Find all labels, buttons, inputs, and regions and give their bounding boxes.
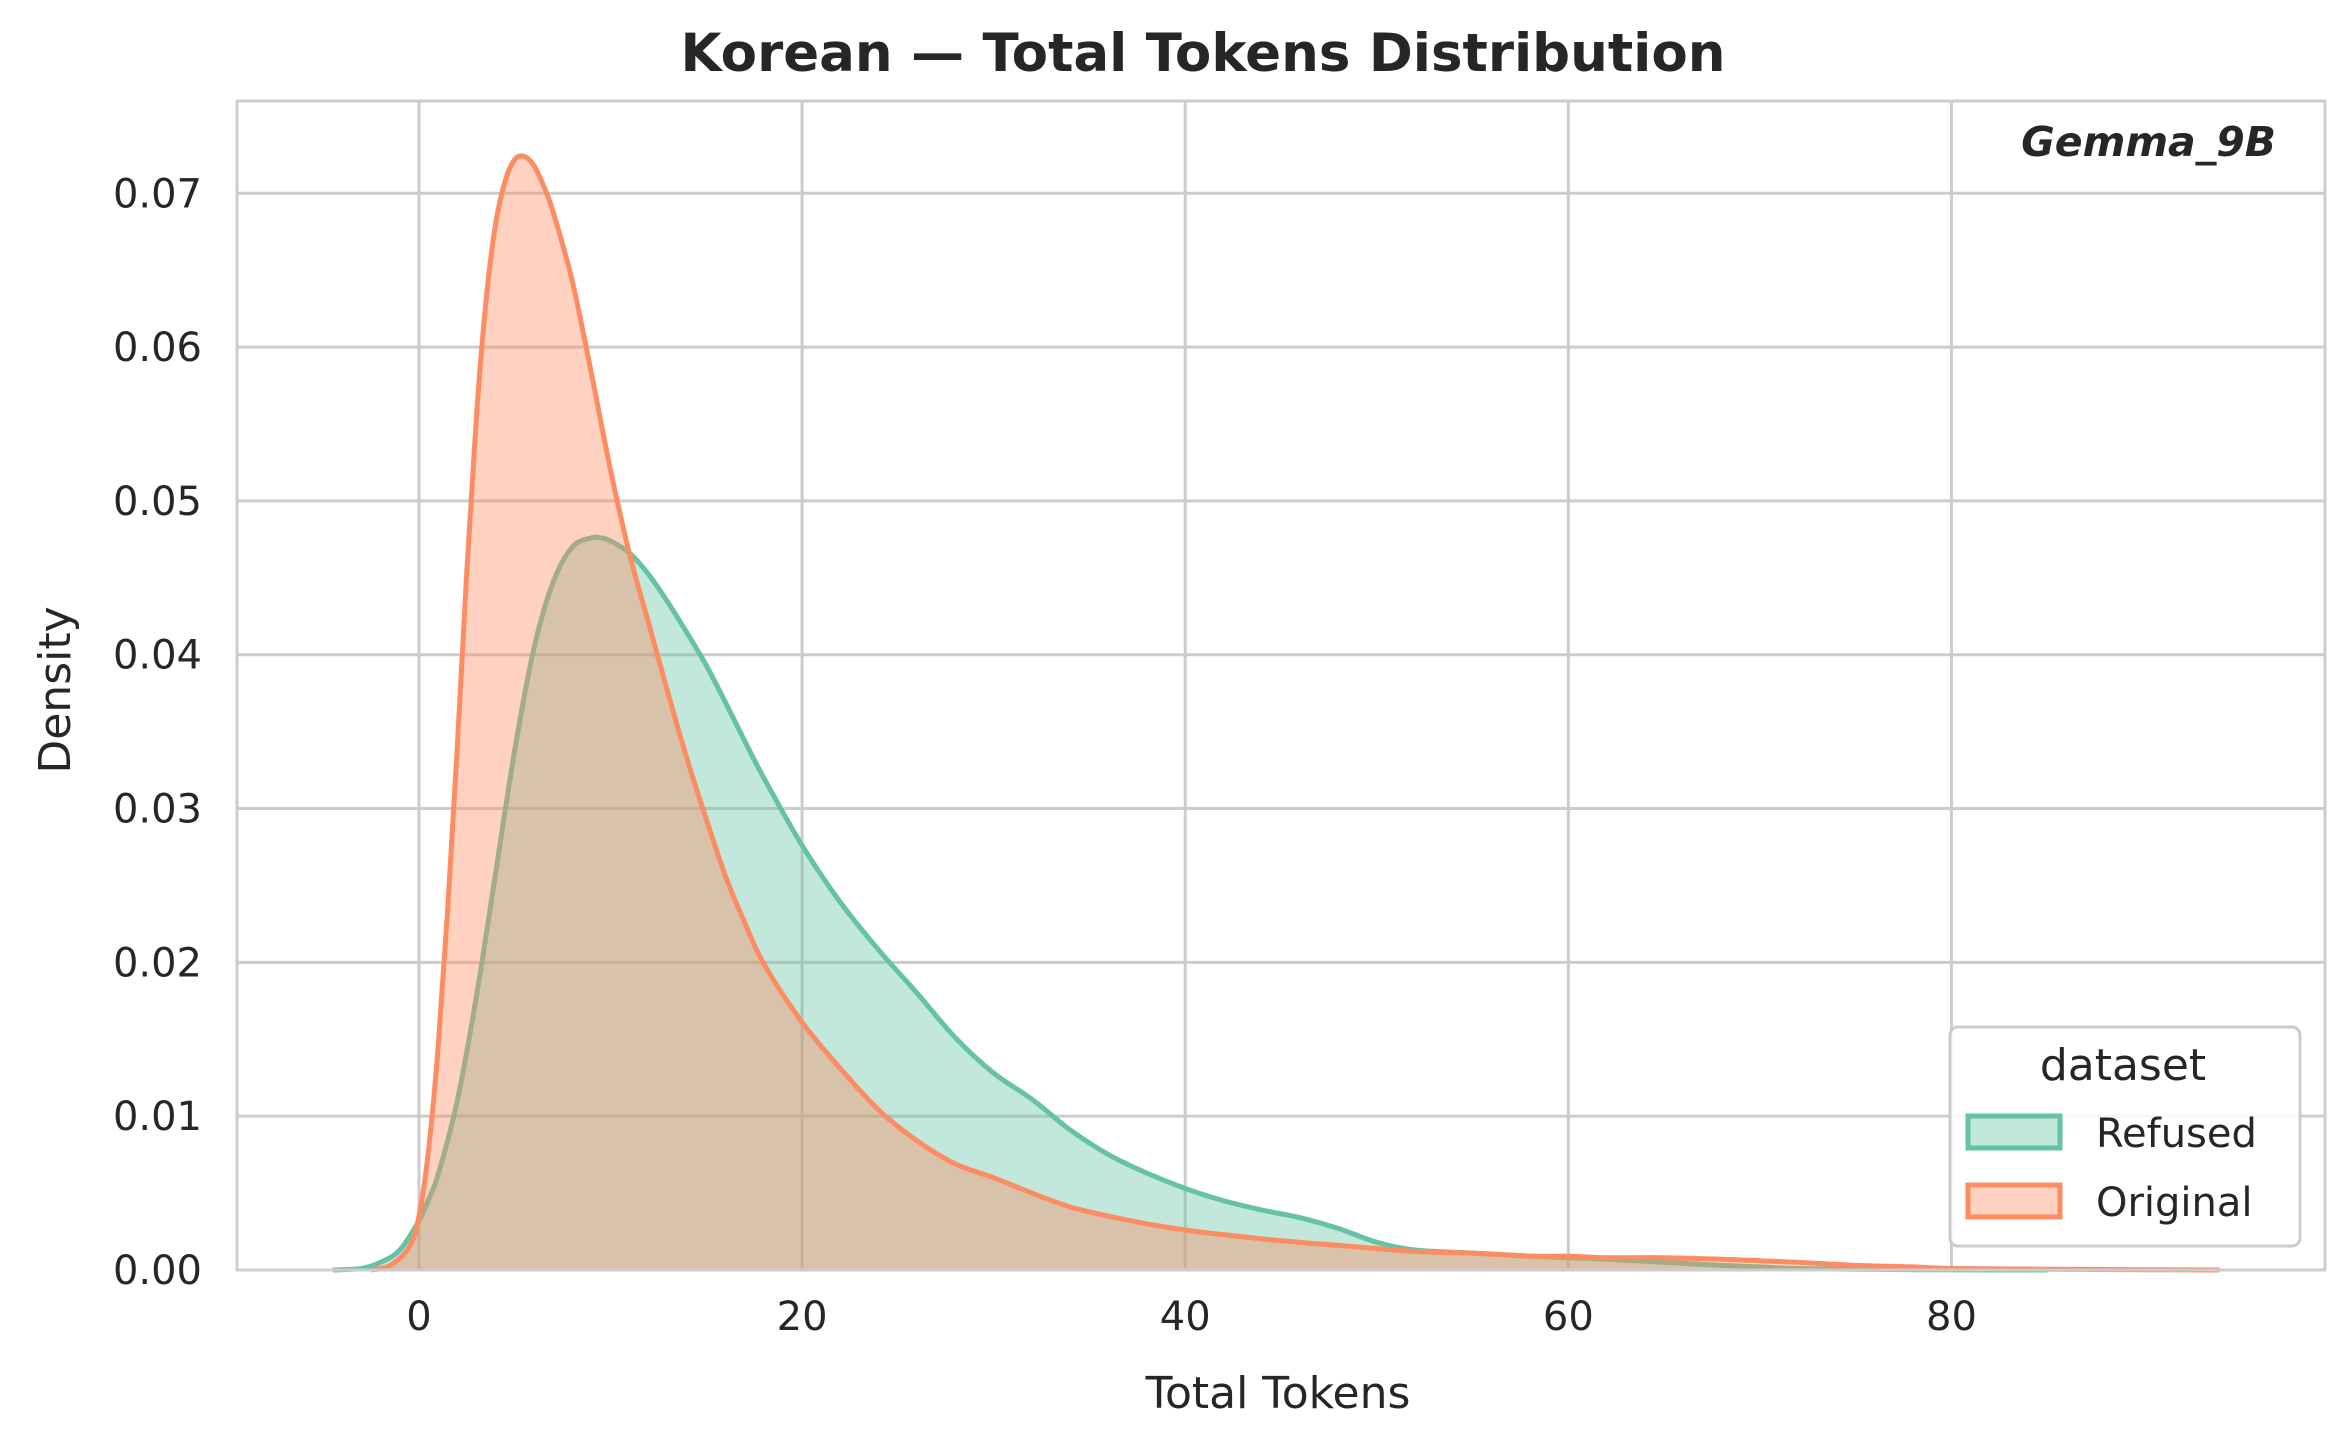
y-tick-label: 0.06 [113,325,202,371]
model-annotation: Gemma_9B [2021,118,2276,166]
y-tick-label: 0.07 [113,171,202,217]
legend-label-original: Original [2096,1180,2253,1226]
x-tick-label: 40 [1160,1294,1211,1340]
density-line-original [370,153,2220,1273]
y-tick-label: 0.01 [113,1094,202,1140]
legend-swatch-original [1965,1182,2063,1220]
y-tick-label: 0.04 [113,633,202,679]
x-tick-label: 60 [1543,1294,1594,1340]
plot-frame [235,99,2327,1272]
density-area-refused [332,537,2048,1271]
y-axis-label: Density [30,606,81,773]
tick-labels: 0 20 40 60 80 0.00 0.01 0.02 0.03 0.04 0.05 0.06 0.0… [113,171,1977,1340]
density-area-original [371,155,2220,1270]
y-tick-label: 0.00 [113,1248,202,1294]
legend: dataset Refused Original [1948,1025,2302,1248]
x-tick-label: 80 [1926,1294,1977,1340]
x-axis-label: Total Tokens [1145,1368,1411,1419]
x-tick-label: 20 [777,1294,828,1340]
legend-title: dataset [2040,1040,2206,1091]
x-tick-label: 0 [406,1294,431,1340]
legend-label-refused: Refused [2096,1111,2257,1157]
y-tick-label: 0.02 [113,940,202,986]
legend-swatch-refused [1965,1113,2063,1151]
y-tick-label: 0.03 [113,787,202,833]
legend-box [1948,1025,2302,1248]
y-tick-label: 0.05 [113,479,202,525]
series-layer [332,153,2220,1273]
chart-title: Korean — Total Tokens Distribution [681,23,1726,84]
